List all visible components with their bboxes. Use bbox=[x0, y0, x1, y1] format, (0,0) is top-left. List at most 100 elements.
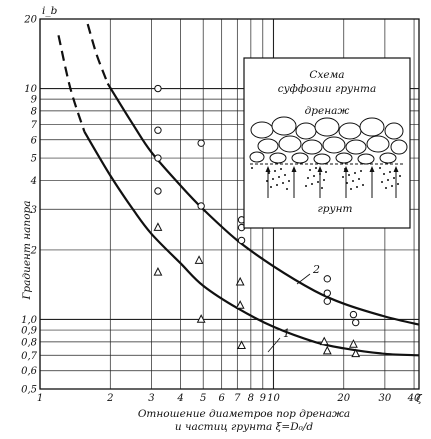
inset-pebble bbox=[271, 116, 297, 136]
curve-2-solid bbox=[106, 83, 420, 326]
x-tick-label: 5 bbox=[200, 393, 206, 404]
triangle-data-point bbox=[349, 339, 358, 348]
inset-pebble bbox=[301, 139, 323, 155]
inset-soil-particle bbox=[280, 168, 282, 170]
circle-data-point bbox=[323, 275, 331, 283]
curves bbox=[57, 23, 420, 357]
inset-soil-particle bbox=[284, 174, 286, 176]
y-tick-label: 2 bbox=[30, 245, 37, 256]
x-tick-label: 30 bbox=[379, 393, 392, 404]
inset-soil-particle bbox=[356, 186, 358, 188]
x-tick-label: 4 bbox=[176, 393, 183, 404]
circle-data-point bbox=[323, 289, 331, 297]
inset-soil-particle bbox=[270, 186, 272, 188]
inset-soil-particle bbox=[397, 183, 399, 185]
inset-soil-particle bbox=[311, 183, 313, 185]
tick-labels: 1 2 3 4 5 6 7 8 9 10 20 30 400,50,60,70,80,91,023456… bbox=[21, 15, 421, 405]
y-tick-label: 5 bbox=[31, 154, 37, 165]
inset-pebble bbox=[250, 121, 274, 139]
y-tick-label: 9 bbox=[31, 95, 38, 106]
inset-pebble bbox=[384, 122, 404, 140]
x-axis-label-line2: и частиц грунта ξ=D₀/d bbox=[175, 421, 313, 433]
x-tick-label: 8 bbox=[248, 393, 254, 404]
triangle-data-point bbox=[196, 314, 206, 323]
curve-2-label: 2 bbox=[312, 263, 320, 276]
inset-pebble bbox=[359, 117, 385, 137]
curve-2-leader bbox=[296, 273, 311, 285]
inset-soil-particle bbox=[282, 182, 284, 184]
inset-arrow-head bbox=[265, 166, 271, 172]
inset-pebble bbox=[390, 139, 408, 155]
inset-soil-particle bbox=[317, 181, 319, 183]
inset-soil-particle bbox=[381, 181, 383, 183]
inset-pebble bbox=[314, 117, 340, 137]
circle-data-point bbox=[154, 154, 162, 162]
inset-soil-particle bbox=[360, 170, 362, 172]
inset-soil-particle bbox=[313, 175, 315, 177]
triangle-data-point bbox=[235, 276, 245, 286]
inset-title-line1: Схема bbox=[309, 69, 344, 81]
inset-soil-particle bbox=[305, 185, 307, 187]
x-tick-label: 2 bbox=[106, 393, 113, 404]
inset-soil-particle bbox=[399, 175, 401, 177]
inset-soil-particle bbox=[385, 187, 387, 189]
y-tick-label: 1,0 bbox=[21, 315, 38, 326]
y-tick-label: 3 bbox=[31, 205, 37, 216]
inset-label-soil: грунт bbox=[318, 203, 353, 215]
y-tick-label: 8 bbox=[31, 106, 37, 117]
y-axis-symbol: i_b bbox=[42, 5, 58, 17]
triangle-data-point bbox=[153, 222, 163, 231]
inset-pebble bbox=[313, 153, 331, 165]
triangle-data-point bbox=[194, 255, 204, 264]
inset-soil-particle bbox=[383, 173, 385, 175]
circle-data-point bbox=[323, 297, 331, 305]
triangle-data-point bbox=[153, 267, 163, 276]
inset-pebble bbox=[379, 152, 397, 164]
x-tick-label: 7 bbox=[234, 393, 241, 404]
inset-soil-particle bbox=[342, 176, 344, 178]
x-axis-label-line1: Отношение диаметров пор дренажа bbox=[138, 408, 350, 420]
triangle-data-point bbox=[237, 340, 246, 349]
circle-data-point bbox=[237, 236, 246, 245]
inset-soil-particle bbox=[323, 179, 325, 181]
x-tick-label: 9 bbox=[260, 393, 267, 404]
triangle-data-point bbox=[322, 345, 332, 355]
circle-data-point bbox=[154, 84, 162, 93]
inset-arrow-head bbox=[291, 166, 297, 172]
inset-soil-particle bbox=[391, 185, 393, 187]
plot-frame bbox=[39, 18, 420, 390]
data-markers bbox=[153, 84, 361, 358]
inset-soil-particle bbox=[325, 171, 327, 173]
inset-label-drainage: дренаж bbox=[305, 105, 350, 117]
inset-pebble bbox=[345, 139, 367, 155]
inset-arrow-head bbox=[369, 166, 375, 172]
y-tick-label: 6 bbox=[31, 135, 38, 146]
inset-pebble bbox=[357, 153, 375, 165]
y-tick-label: 0,8 bbox=[21, 337, 37, 348]
inset-pebble bbox=[269, 152, 287, 164]
x-tick-label: 10 bbox=[267, 393, 280, 404]
inset-soil-particle bbox=[276, 184, 278, 186]
inset-arrow-head bbox=[393, 166, 399, 172]
circle-data-point bbox=[154, 126, 162, 134]
inset-pebble bbox=[295, 122, 317, 140]
inset-soil-particle bbox=[278, 176, 280, 178]
inset-arrow-head bbox=[343, 166, 349, 172]
inset-soil-particle bbox=[362, 184, 364, 186]
x-tick-label: 1 bbox=[37, 393, 43, 404]
y-tick-label: 7 bbox=[31, 120, 38, 131]
inset-soil-particle bbox=[251, 167, 253, 169]
y-tick-label: 4 bbox=[30, 176, 37, 187]
inset-pebble bbox=[322, 136, 346, 154]
inset-pebble bbox=[278, 135, 302, 153]
inset-soil-particle bbox=[358, 178, 360, 180]
x-axis-symbol: ζ bbox=[416, 393, 423, 405]
curve-1-dashed bbox=[57, 35, 86, 133]
y-axis-label: Градиент напора bbox=[21, 200, 33, 300]
triangle-data-point bbox=[319, 336, 329, 346]
inset-pebble bbox=[366, 135, 390, 153]
y-tick-label: 0,5 bbox=[21, 385, 37, 396]
inset-title-line2: суффозии грунта bbox=[278, 83, 377, 95]
y-tick-label: 0,9 bbox=[21, 326, 38, 337]
